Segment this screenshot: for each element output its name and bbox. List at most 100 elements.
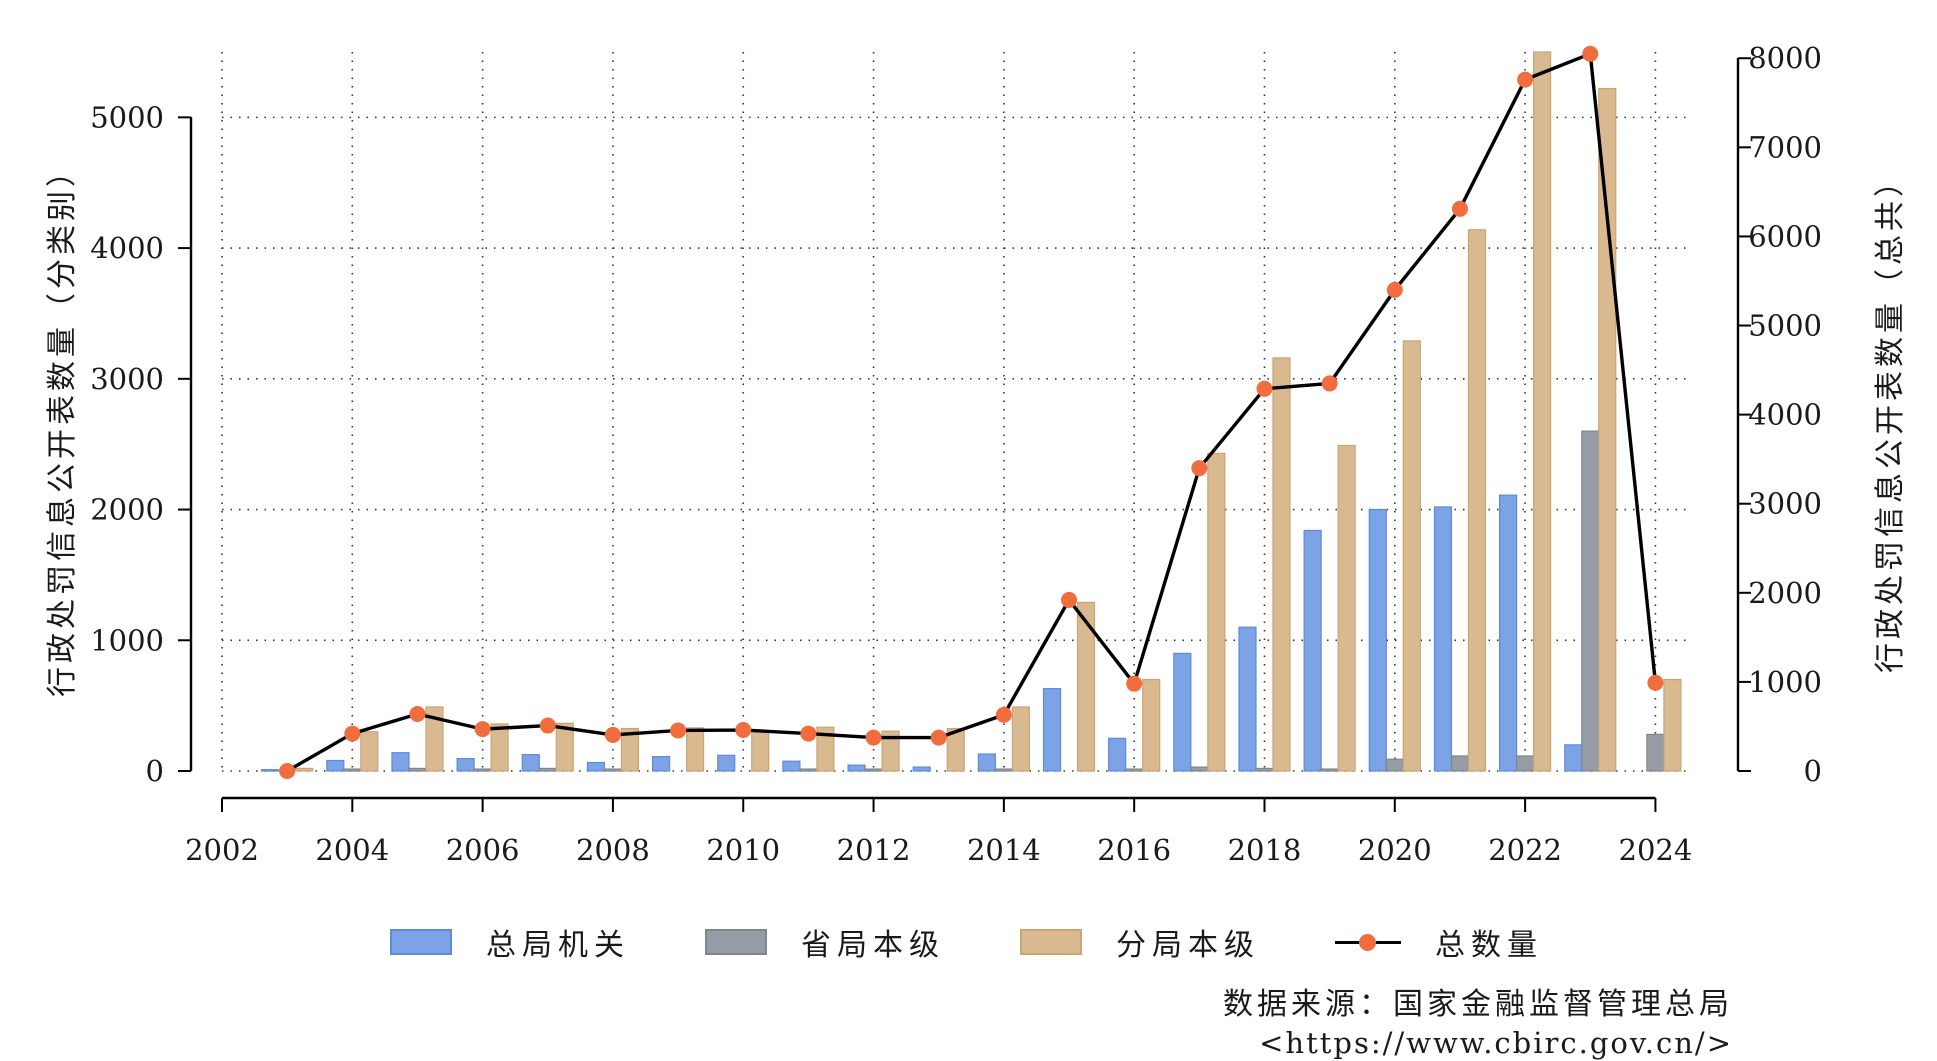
bar-branch-2005 (425, 706, 444, 772)
bar-branch-2012 (881, 730, 900, 772)
x-tick-label-2: 2006 (446, 833, 520, 867)
total-point-2003 (279, 763, 296, 779)
total-point-2017 (1191, 460, 1208, 477)
bar-branch-2015 (1076, 601, 1096, 772)
total-point-2019 (1321, 375, 1338, 392)
bar-provincial-2019 (1320, 768, 1339, 772)
bar-central-2010 (717, 754, 736, 772)
y-left-tick-label-3: 3000 (90, 362, 164, 396)
bar-central-2008 (586, 761, 606, 772)
bar-central-2015 (1042, 688, 1062, 772)
bar-branch-2004 (360, 731, 379, 772)
bar-central-2006 (456, 757, 475, 772)
total-point-2006 (474, 721, 491, 738)
x-tick-label-5: 2012 (837, 833, 911, 867)
y-right-tick-label-0: 0 (1804, 754, 1822, 788)
y-right-tick-label-1: 1000 (1748, 665, 1822, 699)
bar-provincial-2014 (994, 768, 1013, 772)
bar-branch-2017 (1207, 452, 1226, 772)
bar-provincial-2022 (1516, 755, 1535, 772)
bar-central-2004 (326, 759, 345, 772)
bar-provincial-2023 (1581, 430, 1600, 772)
legend-item-provincial[interactable]: 省局本级 (705, 912, 945, 972)
bar-central-2013 (912, 766, 931, 772)
bar-provincial-2020 (1385, 758, 1404, 772)
x-tick-label-8: 2018 (1228, 833, 1302, 867)
bar-branch-2022 (1533, 51, 1552, 772)
bar-branch-2006 (490, 723, 509, 772)
bar-central-2014 (977, 753, 996, 772)
bar-provincial-2008 (603, 768, 623, 772)
bar-central-2003 (261, 769, 280, 772)
axes (178, 57, 1751, 812)
total-point-2009 (670, 722, 687, 739)
x-tick-label-0: 2002 (185, 833, 259, 867)
source-text: 数据来源：国家金融监督管理总局 (1223, 987, 1733, 1022)
bar-branch-2014 (1011, 706, 1030, 772)
bars (261, 51, 1682, 772)
legend-label-provincial: 省局本级 (801, 928, 945, 963)
y-right-tick-label-2: 2000 (1748, 576, 1822, 610)
x-tick-label-1: 2004 (315, 833, 389, 867)
total-point-2004 (344, 725, 361, 742)
legend-item-total[interactable]: 总数量 (1335, 912, 1543, 972)
bar-central-2021 (1433, 506, 1453, 772)
bar-provincial-2018 (1255, 767, 1274, 772)
bar-provincial-2016 (1125, 768, 1144, 772)
bar-provincial-2007 (538, 767, 557, 772)
bar-branch-2009 (685, 727, 705, 772)
y-right-tick-label-8: 8000 (1748, 41, 1822, 75)
bar-provincial-2006 (473, 768, 492, 772)
bar-central-2018 (1238, 626, 1257, 772)
y-right-tick-label-3: 3000 (1748, 487, 1822, 521)
y-left-tick-label-5: 5000 (90, 100, 164, 134)
total-polyline (286, 52, 1658, 773)
y-right-tick-label-6: 6000 (1748, 219, 1822, 253)
x-tick-label-6: 2014 (967, 833, 1041, 867)
bar-provincial-2005 (408, 767, 427, 772)
source-url[interactable]: <https://www.cbirc.gov.cn/> (1259, 1026, 1733, 1060)
legend-item-central[interactable]: 总局机关 (390, 912, 630, 972)
bar-branch-2013 (946, 727, 965, 772)
legend-swatch-branch (1020, 929, 1082, 955)
y-right-tick-label-5: 5000 (1748, 309, 1822, 343)
x-tick-label-11: 2024 (1619, 833, 1693, 867)
bar-branch-2008 (620, 727, 640, 772)
bar-central-2011 (782, 760, 801, 772)
tick-labels: 0 1000 2000 3000 4000 5000 0 1000 2000 3000 4000 50… (90, 41, 1822, 867)
bar-central-2020 (1368, 508, 1387, 772)
bar-central-2007 (521, 754, 540, 772)
bar-central-2019 (1303, 529, 1322, 772)
total-point-2022 (1517, 71, 1534, 88)
bar-branch-2011 (816, 726, 835, 772)
total-point-2012 (865, 729, 882, 746)
total-point-2007 (539, 717, 556, 734)
data-source: 数据来源：国家金融监督管理总局 <https://www.cbirc.gov.c… (1223, 985, 1733, 1061)
bar-central-2017 (1173, 652, 1192, 772)
total-point-2013 (930, 729, 947, 746)
bar-provincial-2017 (1190, 766, 1209, 772)
total-point-2011 (800, 725, 817, 742)
bar-provincial-2012 (864, 768, 883, 772)
total-line (279, 45, 1664, 779)
bar-provincial-2021 (1450, 755, 1470, 772)
y-left-tick-label-2: 2000 (90, 493, 164, 527)
bar-central-2012 (847, 764, 866, 772)
y-axis-left-label: 行政处罚信息公开表数量（分类别） (45, 153, 80, 697)
bar-branch-2023 (1598, 88, 1617, 772)
bar-provincial-2004 (343, 768, 362, 772)
bar-branch-2018 (1272, 357, 1291, 772)
legend-item-branch[interactable]: 分局本级 (1020, 912, 1260, 972)
legend-label-total: 总数量 (1435, 928, 1543, 963)
legend-label-central: 总局机关 (486, 928, 630, 963)
bar-central-2009 (651, 756, 671, 772)
x-tick-label-10: 2022 (1488, 833, 1562, 867)
bar-branch-2024 (1663, 678, 1682, 772)
bar-provincial-2024 (1646, 733, 1665, 772)
total-point-2015 (1061, 591, 1078, 608)
bar-branch-2010 (751, 729, 770, 772)
total-point-2018 (1256, 380, 1273, 397)
total-point-2020 (1386, 281, 1403, 298)
total-point-2023 (1582, 45, 1599, 62)
total-point-2010 (735, 722, 752, 739)
